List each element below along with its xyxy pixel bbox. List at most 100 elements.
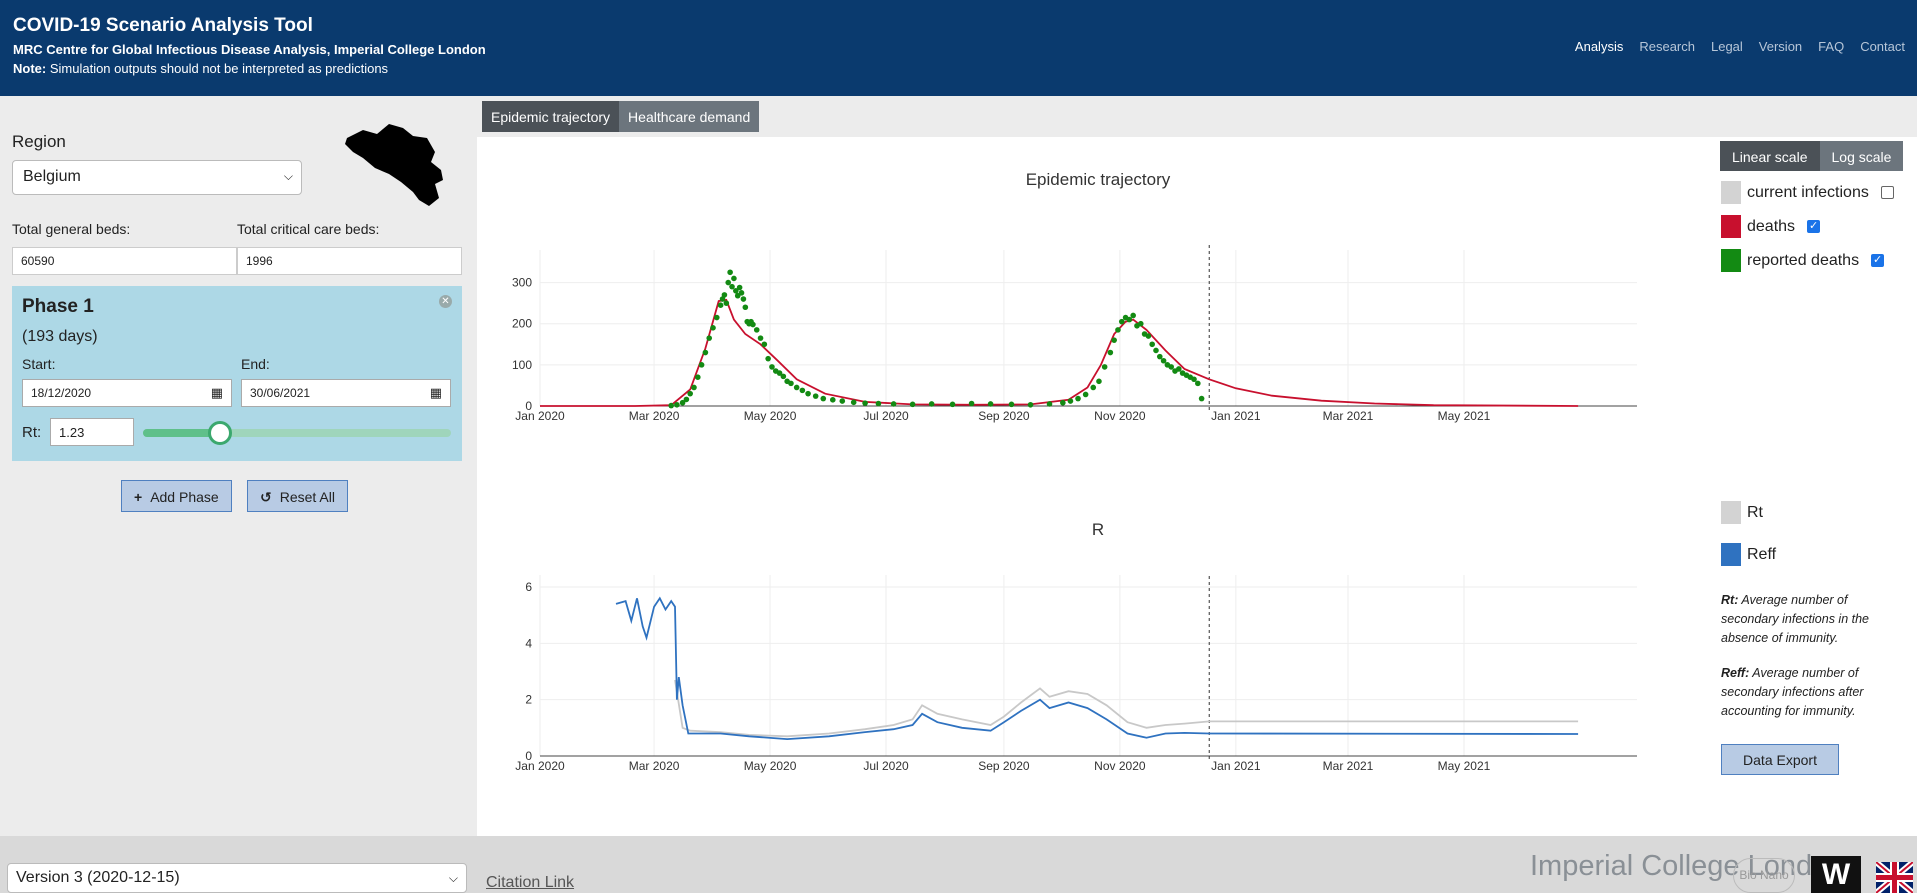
data-point xyxy=(1198,395,1205,402)
data-point xyxy=(691,384,697,391)
reported-deaths-checkbox[interactable]: ✓ xyxy=(1871,254,1885,267)
linear-scale-button[interactable]: Linear scale xyxy=(1720,141,1820,171)
data-point xyxy=(909,401,916,408)
app-subtitle: MRC Centre for Global Infectious Disease… xyxy=(13,42,486,57)
data-point xyxy=(683,396,690,403)
data-point xyxy=(1046,401,1053,407)
end-date-input[interactable]: 30/06/2021 ▦ xyxy=(241,379,451,407)
tab-healthcare-demand[interactable]: Healthcare demand xyxy=(619,101,760,132)
country-map-icon xyxy=(345,124,443,206)
legend-label: reported deaths xyxy=(1747,251,1860,269)
end-date-value: 30/06/2021 xyxy=(250,386,311,400)
sidebar: Region Belgium ⌵ Total general beds: 605… xyxy=(0,96,476,836)
uk-aid-logo xyxy=(1876,862,1913,893)
rt-label: Rt: xyxy=(22,424,42,441)
rt-input[interactable]: 1.23 xyxy=(50,418,134,446)
data-point xyxy=(875,400,882,407)
y-tick-label: 100 xyxy=(512,358,532,372)
y-tick-label: 2 xyxy=(525,693,532,707)
calendar-icon[interactable]: ▦ xyxy=(429,385,442,400)
data-point xyxy=(714,314,720,321)
footer: Version 3 (2020-12-15) ⌵ Citation Link I… xyxy=(0,836,1917,893)
trajectory-chart: 0 100 200 300 Jan 2020 Mar 2020 May 2020 Jul 20… xyxy=(512,245,1637,423)
scale-toggle: Linear scale Log scale xyxy=(1720,141,1904,171)
data-point xyxy=(679,399,686,406)
current-infections-checkbox[interactable] xyxy=(1880,186,1894,199)
data-point xyxy=(731,275,737,282)
nav-analysis[interactable]: Analysis xyxy=(1574,39,1624,54)
app-header: COVID-19 Scenario Analysis Tool MRC Cent… xyxy=(0,0,1917,96)
data-point xyxy=(717,302,724,308)
data-point xyxy=(1060,399,1066,406)
x-tick-label: Nov 2020 xyxy=(1094,759,1146,773)
legend-item-deaths: deaths ✓ xyxy=(1721,215,1821,238)
phase-title: Phase 1 xyxy=(22,296,94,317)
data-point xyxy=(1090,384,1097,391)
data-point xyxy=(780,373,787,380)
rt-slider[interactable] xyxy=(143,421,451,445)
region-select[interactable]: Belgium ⌵ xyxy=(12,160,302,195)
data-point xyxy=(805,390,811,397)
tab-epidemic-trajectory[interactable]: Epidemic trajectory xyxy=(482,101,620,132)
general-beds-input[interactable]: 60590 xyxy=(12,247,237,275)
data-point xyxy=(1149,341,1155,348)
legend-item-reff: Reff xyxy=(1721,543,1776,566)
data-point xyxy=(1126,316,1133,323)
citation-link[interactable]: Citation Link xyxy=(486,874,575,891)
data-export-button[interactable]: Data Export xyxy=(1721,744,1839,775)
data-point xyxy=(829,397,836,403)
x-tick-label: Mar 2020 xyxy=(629,759,680,773)
nav-legal[interactable]: Legal xyxy=(1710,39,1743,54)
legend-swatch xyxy=(1721,181,1741,204)
data-point xyxy=(1082,391,1089,398)
rt-slider-fill xyxy=(143,429,220,437)
add-phase-button[interactable]: + Add Phase xyxy=(121,480,232,512)
app-title: COVID-19 Scenario Analysis Tool xyxy=(13,15,313,36)
legend-label: deaths xyxy=(1747,217,1796,235)
legend-item-reported-deaths: reported deaths ✓ xyxy=(1721,249,1885,272)
close-icon[interactable]: ✕ xyxy=(439,295,452,308)
deaths-checkbox[interactable]: ✓ xyxy=(1807,220,1821,233)
data-point xyxy=(1107,349,1114,356)
data-point xyxy=(850,399,857,406)
y-tick-label: 0 xyxy=(525,399,532,413)
nav-version[interactable]: Version xyxy=(1758,39,1803,54)
data-point xyxy=(1115,327,1121,333)
rt-slider-thumb[interactable] xyxy=(208,421,232,445)
data-point xyxy=(1008,401,1015,408)
data-point xyxy=(839,398,846,404)
data-point xyxy=(738,290,745,296)
version-select[interactable]: Version 3 (2020-12-15) ⌵ xyxy=(7,863,467,893)
calendar-icon[interactable]: ▦ xyxy=(210,385,223,400)
data-point xyxy=(698,362,705,368)
nav-research[interactable]: Research xyxy=(1639,39,1695,54)
rt-desc: Average number of secondary infections i… xyxy=(1721,593,1870,645)
data-point xyxy=(725,279,732,286)
legend-item-current-infections: current infections xyxy=(1721,181,1894,204)
data-point xyxy=(1153,347,1159,354)
data-point xyxy=(727,269,733,276)
data-point xyxy=(1168,364,1175,370)
data-point xyxy=(1118,318,1125,325)
data-point xyxy=(729,283,735,290)
data-point xyxy=(1111,337,1117,343)
data-point xyxy=(1075,395,1081,402)
x-tick-label: Jul 2020 xyxy=(863,409,909,423)
nav-faq[interactable]: FAQ xyxy=(1818,39,1845,54)
data-point xyxy=(1027,401,1034,408)
data-point xyxy=(788,380,794,387)
x-tick-label: Sep 2020 xyxy=(978,409,1030,423)
view-tabs: Epidemic trajectory Healthcare demand xyxy=(482,101,760,132)
critical-beds-input[interactable]: 1996 xyxy=(237,247,462,275)
region-value: Belgium xyxy=(23,168,81,185)
x-tick-label: May 2021 xyxy=(1438,759,1491,773)
y-tick-label: 0 xyxy=(525,749,532,763)
nav-contact[interactable]: Contact xyxy=(1860,39,1905,54)
rt-term: Rt: xyxy=(1721,593,1739,607)
y-tick-label: 300 xyxy=(512,276,532,290)
log-scale-button[interactable]: Log scale xyxy=(1819,141,1904,171)
x-tick-label: Jan 2021 xyxy=(1211,409,1261,423)
data-point xyxy=(812,393,819,399)
reset-all-button[interactable]: ↺ Reset All xyxy=(247,480,348,512)
start-date-input[interactable]: 18/12/2020 ▦ xyxy=(22,379,232,407)
